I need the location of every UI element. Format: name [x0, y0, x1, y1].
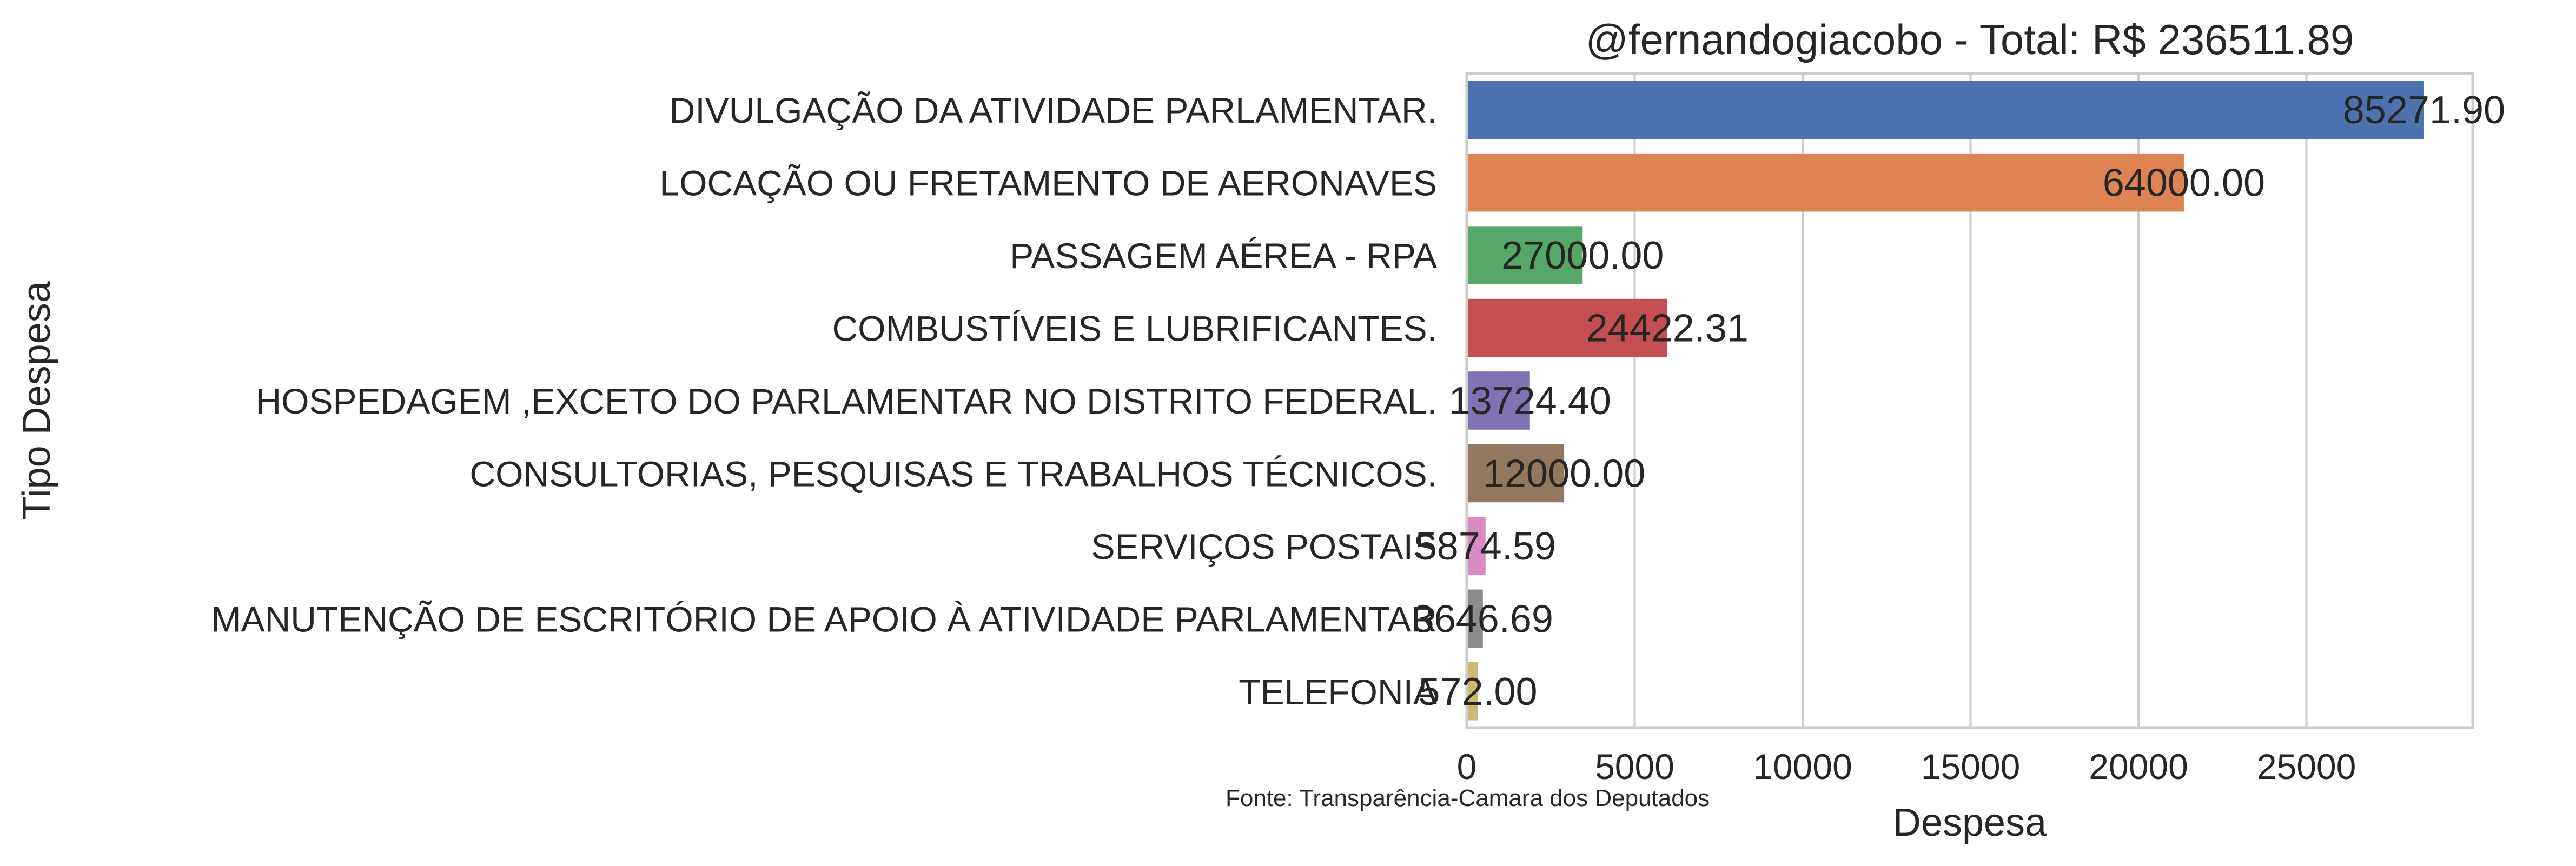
x-tick-label: 0: [1457, 747, 1477, 787]
bar: [1467, 517, 1486, 575]
category-label: COMBUSTÍVEIS E LUBRIFICANTES.: [832, 309, 1437, 349]
bar: [1467, 226, 1583, 284]
bar: [1467, 81, 2424, 139]
bar-value-label: 3646.69: [1413, 597, 1553, 641]
y-axis-label: Tipo Despesa: [15, 281, 58, 520]
x-tick-label: 25000: [2257, 747, 2356, 787]
x-axis-label: Despesa: [1893, 801, 2047, 844]
bars: [1467, 81, 2424, 721]
category-label: PASSAGEM AÉREA - RPA: [1010, 236, 1437, 276]
bar-value-label: 64000.00: [2103, 162, 2265, 205]
x-tick-label: 20000: [2089, 747, 2188, 787]
category-label: CONSULTORIAS, PESQUISAS E TRABALHOS TÉCN…: [469, 454, 1437, 494]
category-labels: DIVULGAÇÃO DA ATIVIDADE PARLAMENTAR. LOCA…: [211, 90, 1437, 712]
bar: [1467, 589, 1483, 648]
category-label: MANUTENÇÃO DE ESCRITÓRIO DE APOIO À ATIV…: [211, 599, 1437, 639]
bar: [1467, 444, 1565, 503]
bar-value-label: 27000.00: [1501, 234, 1664, 277]
x-tick-label: 10000: [1753, 747, 1852, 787]
category-label: DIVULGAÇÃO DA ATIVIDADE PARLAMENTAR.: [670, 90, 1437, 130]
category-label: SERVIÇOS POSTAIS: [1091, 527, 1437, 567]
bar-value-label: 85271.90: [2343, 89, 2505, 132]
bar: [1467, 298, 1667, 357]
bar-value-label: 13724.40: [1449, 379, 1611, 423]
bar: [1467, 153, 2184, 212]
bar-value-label: 24422.31: [1586, 307, 1749, 350]
bar-value-label: 5874.59: [1415, 525, 1556, 568]
bar-value-labels: 85271.90 64000.00 27000.00 24422.31 13724.40…: [1413, 89, 2505, 714]
category-label: HOSPEDAGEM ,EXCETO DO PARLAMENTAR NO DIS…: [256, 381, 1437, 421]
x-tick-label: 15000: [1921, 747, 2021, 787]
plot-frame: [1465, 72, 2474, 729]
source-note: Fonte: Transparência-Camara dos Deputado…: [1226, 785, 1710, 811]
bar-value-label: 12000.00: [1483, 452, 1645, 495]
bar-value-label: 572.00: [1418, 670, 1537, 714]
chart-title: @fernandogiacobo - Total: R$ 236511.89: [1586, 16, 2354, 63]
bar: [1467, 662, 1478, 721]
category-label: TELEFONIA: [1239, 672, 1437, 712]
category-label: LOCAÇÃO OU FRETAMENTO DE AERONAVES: [659, 163, 1437, 203]
x-tick-label: 5000: [1595, 747, 1674, 787]
bar: [1467, 371, 1530, 430]
x-tick-labels: 0 5000 10000 15000 20000 25000: [1457, 747, 2356, 787]
